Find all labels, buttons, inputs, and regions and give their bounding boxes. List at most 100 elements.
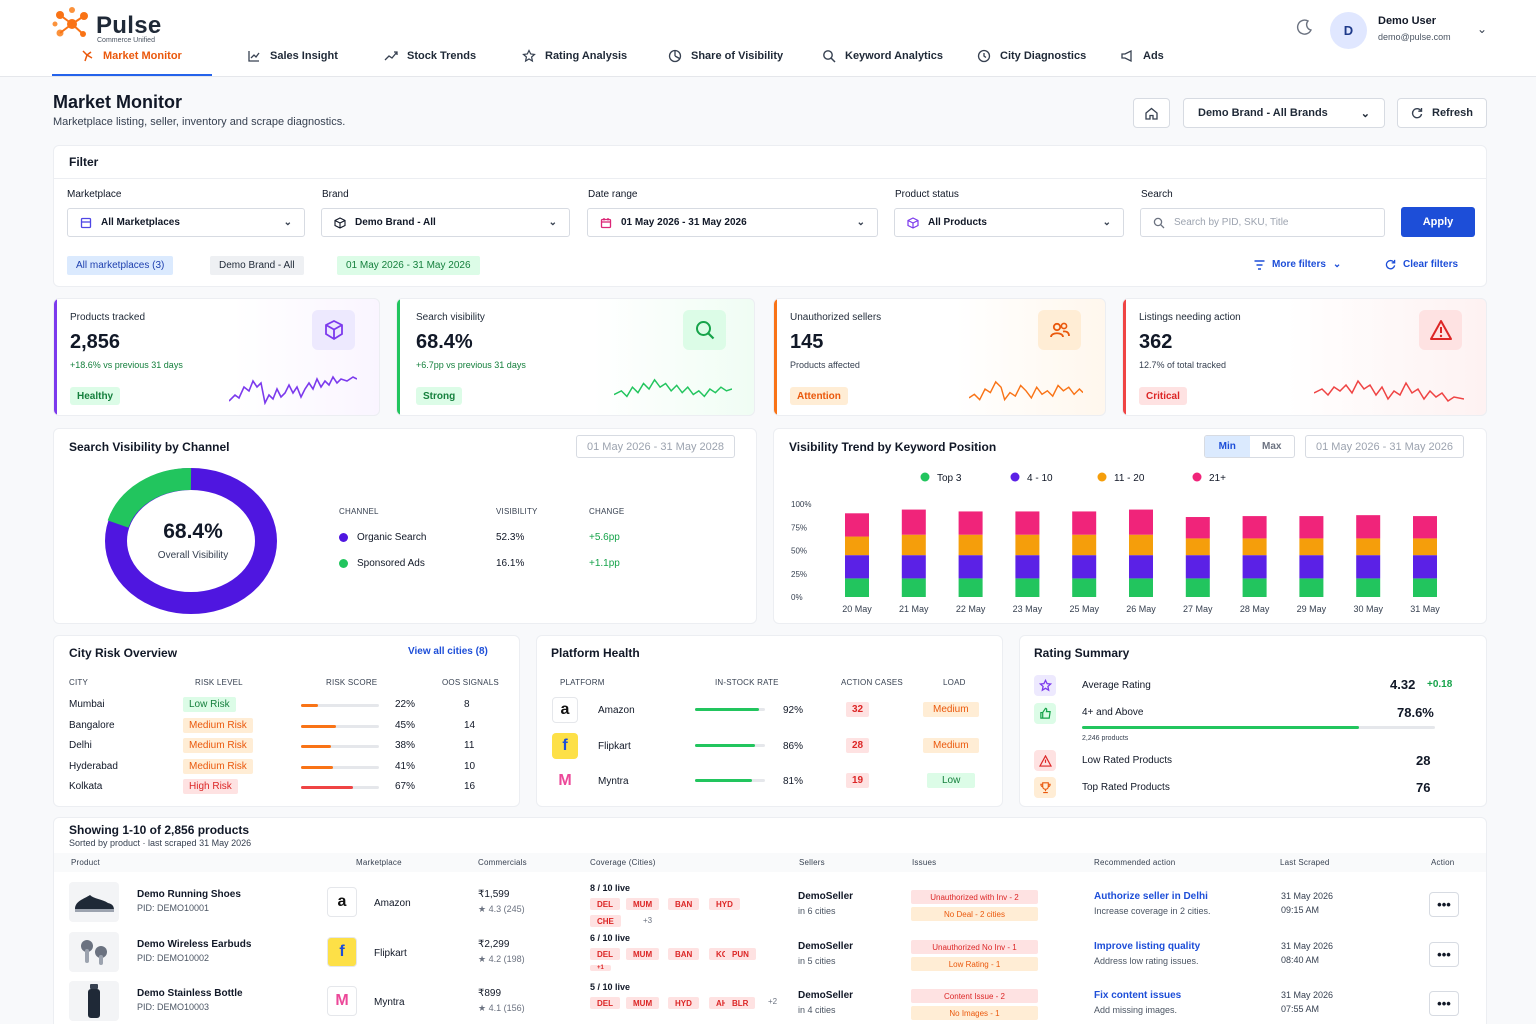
marketplace-value: All Marketplaces [101, 217, 180, 228]
row-actions-button[interactable]: ••• [1429, 892, 1459, 917]
avatar[interactable]: D [1330, 12, 1367, 49]
product-status-select[interactable]: All Products ⌄ [894, 208, 1124, 237]
in-stock-value: 92% [783, 705, 804, 716]
bar-segment [1072, 534, 1097, 556]
kpi-search-visibility[interactable]: Search visibility 68.4% +6.7pp vs previo… [396, 298, 755, 416]
col-coverage: Coverage (Cities) [590, 858, 656, 867]
nav-sales-insight[interactable]: Sales Insight [247, 49, 338, 63]
nav-ads[interactable]: Ads [1120, 49, 1164, 63]
x-tick-label: 31 May [1410, 604, 1440, 614]
risk-score-header: RISK SCORE [326, 678, 378, 687]
moon-icon[interactable] [1296, 18, 1314, 36]
product-status-value: All Products [928, 217, 987, 228]
y-tick-label: 50% [791, 547, 807, 556]
row-actions-button[interactable]: ••• [1429, 991, 1459, 1016]
chevron-down-icon: ⌄ [283, 217, 292, 228]
recommended-action-link[interactable]: Authorize seller in Delhi [1094, 891, 1208, 902]
marketplace-name: Amazon [374, 898, 411, 909]
filter-chip-marketplace[interactable]: All marketplaces (3) [67, 256, 174, 275]
channel-change: +5.6pp [589, 532, 620, 543]
nav-label: Stock Trends [407, 50, 477, 62]
kpi-products-tracked[interactable]: Products tracked 2,856 +18.6% vs previou… [53, 298, 380, 416]
marketplace-select[interactable]: All Marketplaces ⌄ [67, 208, 305, 237]
recommended-action-link[interactable]: Improve listing quality [1094, 941, 1201, 952]
nav-stock-trends[interactable]: Stock Trends [384, 49, 476, 63]
average-rating-label: Average Rating [1082, 680, 1151, 691]
date-range-select[interactable]: 01 May 2026 - 31 May 2026 ⌄ [587, 208, 878, 237]
recommended-action-link[interactable]: Fix content issues [1094, 990, 1182, 1001]
more-cities: +3 [643, 916, 653, 925]
row-actions-button[interactable]: ••• [1429, 942, 1459, 967]
action-cases-badge[interactable]: 19 [846, 773, 870, 788]
x-tick-label: 25 May [1069, 604, 1099, 614]
toggle-max[interactable]: Max [1262, 441, 1282, 452]
risk-score-fill [301, 745, 331, 748]
nav-rating-analysis[interactable]: Rating Analysis [522, 49, 627, 63]
top-rated-value: 76 [1416, 780, 1431, 795]
bar-segment [1242, 578, 1267, 597]
refresh-button[interactable]: Refresh [1397, 98, 1487, 128]
product-thumbnail [69, 932, 119, 972]
brand-select-filter[interactable]: Demo Brand - All ⌄ [321, 208, 570, 237]
product-pid: PID: DEMO10002 [137, 953, 210, 963]
product-name[interactable]: Demo Running Shoes [137, 889, 241, 900]
top-rated-label: Top Rated Products [1082, 782, 1170, 793]
brand-select-value: Demo Brand - All Brands [1198, 107, 1328, 119]
view-all-cities-link[interactable]: View all cities (8) [408, 646, 488, 657]
nav-label: Sales Insight [270, 50, 338, 62]
in-stock-value: 81% [783, 776, 804, 787]
more-cities: +1 [590, 965, 611, 971]
more-filters-button[interactable]: More filters ⌄ [1254, 259, 1341, 270]
col-recommended-action: Recommended action [1094, 858, 1176, 867]
min-max-toggle: Min Max [1204, 435, 1295, 458]
nav-share-of-visibility[interactable]: Share of Visibility [668, 49, 783, 63]
col-action: Action [1431, 858, 1455, 867]
cube-icon [334, 216, 346, 229]
x-tick-label: 21 May [899, 604, 929, 614]
oos-signals-value: 11 [464, 740, 475, 751]
bar-segment [1185, 555, 1210, 579]
kpi-listings-needing-action[interactable]: Listings needing action 362 12.7% of tot… [1122, 298, 1487, 416]
action-cases-badge[interactable]: 28 [846, 737, 870, 753]
scraped-time: 08:40 AM [1281, 955, 1320, 965]
bar-segment [1299, 538, 1324, 556]
home-button[interactable] [1133, 98, 1170, 128]
trend-date-chip[interactable]: 01 May 2026 - 31 May 2026 [1305, 435, 1464, 458]
platform-name: Flipkart [598, 740, 631, 752]
nav-keyword-analytics[interactable]: Keyword Analytics [822, 49, 943, 63]
action-cases-badge[interactable]: 32 [846, 702, 870, 717]
bar-segment [901, 534, 926, 556]
marketplace-name: Myntra [374, 997, 405, 1008]
bar-segment [845, 513, 869, 537]
bar-segment [1015, 511, 1040, 535]
rating-summary-card [1019, 635, 1487, 807]
nav-city-diagnostics[interactable]: City Diagnostics [977, 49, 1086, 63]
product-name[interactable]: Demo Wireless Earbuds [137, 939, 252, 950]
four-plus-track [1082, 726, 1435, 729]
bar-segment [1185, 578, 1210, 597]
x-tick-label: 23 May [1013, 604, 1043, 614]
city-name: Delhi [69, 740, 92, 751]
toggle-min[interactable]: Min [1205, 436, 1250, 457]
search-field[interactable]: Search by PID, SKU, Title [1140, 208, 1385, 237]
filter-chip-date[interactable]: 01 May 2026 - 31 May 2026 [337, 256, 480, 275]
brand-select[interactable]: Demo Brand - All Brands ⌄ [1183, 98, 1385, 128]
legend-marker [1097, 472, 1107, 482]
seller-name: DemoSeller [798, 941, 854, 952]
chevron-down-icon[interactable]: ⌄ [1477, 22, 1488, 36]
clear-filters-button[interactable]: Clear filters [1385, 259, 1458, 270]
risk-score-value: 67% [395, 781, 416, 792]
load-badge: Medium [923, 737, 979, 753]
kpi-unauthorized-sellers[interactable]: Unauthorized sellers 145 Products affect… [773, 298, 1106, 416]
issue-badge: No Deal - 2 cities [911, 907, 1038, 921]
in-stock-fill [695, 708, 760, 711]
channel-date-chip[interactable]: 01 May 2026 - 31 May 2028 [576, 435, 735, 458]
nav-label: Rating Analysis [545, 50, 628, 62]
channel-visibility: 52.3% [496, 532, 525, 543]
amazon-logo-icon: a [327, 887, 357, 917]
nav-market-monitor[interactable]: Market Monitor [80, 49, 182, 63]
product-name[interactable]: Demo Stainless Bottle [137, 988, 243, 999]
x-tick-label: 30 May [1353, 604, 1383, 614]
apply-button[interactable]: Apply [1401, 207, 1475, 237]
filter-chip-brand[interactable]: Demo Brand - All [210, 256, 304, 275]
